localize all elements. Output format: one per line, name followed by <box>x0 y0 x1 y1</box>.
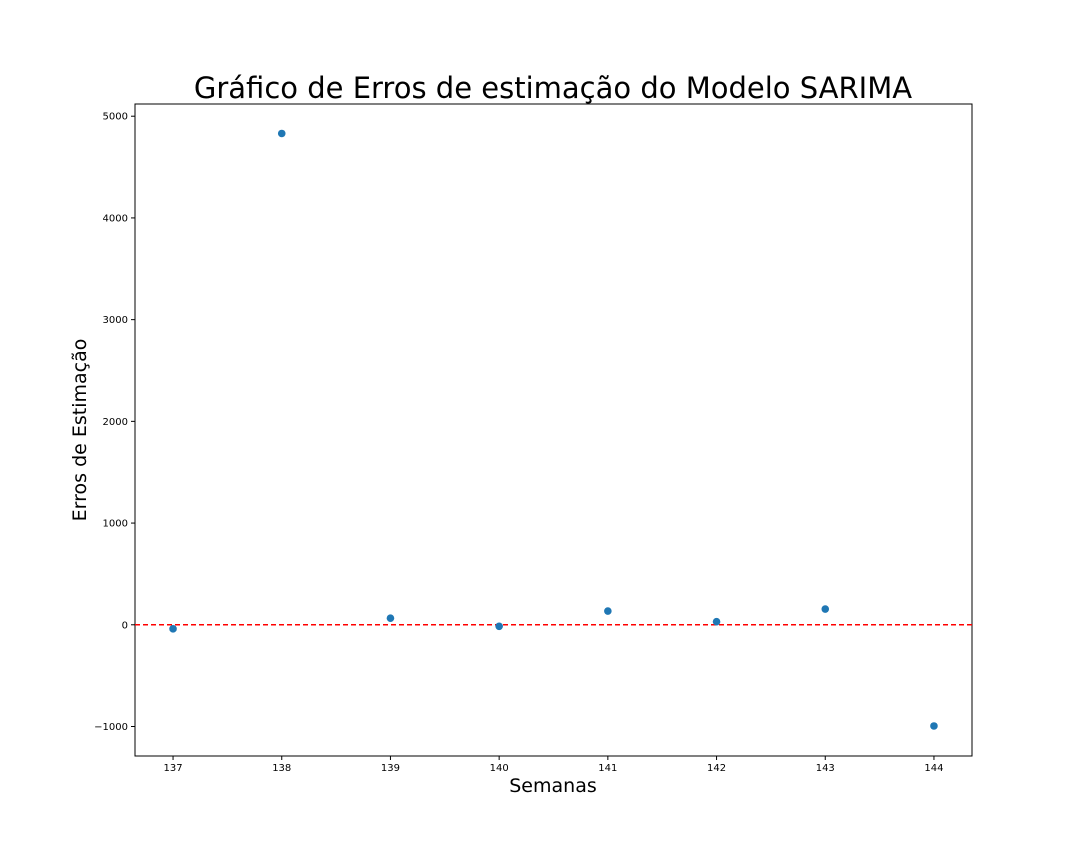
x-tick-label: 139 <box>381 763 400 774</box>
x-tick-label: 138 <box>272 763 291 774</box>
x-axis: 137 138 139 140 141 142 143 144 <box>163 756 944 774</box>
x-tick-label: 142 <box>707 763 726 774</box>
y-tick-label: 2000 <box>103 417 128 428</box>
chart-title: Gráfico de Erros de estimação do Modelo … <box>194 71 912 105</box>
x-tick-label: 137 <box>163 763 182 774</box>
y-tick-label: 1000 <box>103 519 128 530</box>
y-tick-label: 5000 <box>103 112 128 123</box>
x-tick-label: 143 <box>816 763 835 774</box>
y-tick-label: 3000 <box>103 315 128 326</box>
y-axis-label: Erros de Estimação <box>69 339 91 522</box>
y-axis: −1000 0 1000 2000 3000 4000 5000 <box>94 112 135 733</box>
data-points <box>169 129 938 730</box>
data-point <box>495 622 503 631</box>
plot-frame <box>134 103 973 757</box>
data-point <box>604 607 612 615</box>
data-point <box>277 129 286 138</box>
x-tick-label: 141 <box>598 763 617 774</box>
data-point <box>821 605 830 613</box>
data-point <box>712 617 721 626</box>
data-point <box>930 722 938 730</box>
data-point <box>386 614 395 622</box>
y-tick-label: −1000 <box>94 722 128 733</box>
x-tick-label: 144 <box>924 763 943 774</box>
x-tick-label: 140 <box>490 763 509 774</box>
data-point <box>169 625 177 633</box>
x-axis-label: Semanas <box>509 775 597 797</box>
y-tick-label: 4000 <box>103 213 128 224</box>
y-tick-label: 0 <box>122 620 128 631</box>
